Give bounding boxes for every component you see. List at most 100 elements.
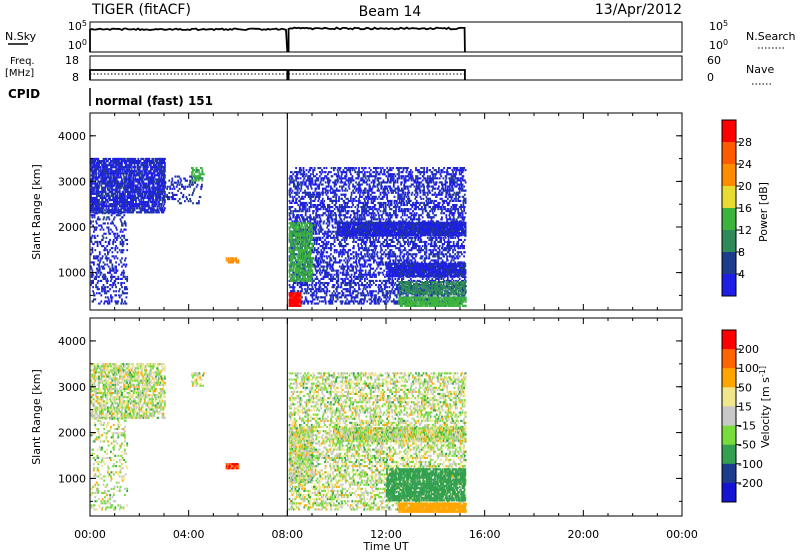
heatmap-cell bbox=[106, 203, 108, 205]
heatmap-cell bbox=[164, 201, 166, 203]
nave-label: Nave bbox=[746, 63, 774, 76]
heatmap-cell bbox=[92, 168, 94, 170]
heatmap-cell bbox=[95, 172, 97, 174]
heatmap-cell bbox=[98, 187, 100, 189]
heatmap-cell bbox=[163, 211, 165, 213]
heatmap-cell bbox=[110, 162, 112, 164]
heatmap-cell bbox=[146, 168, 148, 170]
heatmap-cell bbox=[143, 174, 145, 176]
heatmap-cell bbox=[162, 207, 164, 209]
heatmap-cell bbox=[92, 178, 94, 180]
heatmap-cell bbox=[106, 178, 108, 180]
heatmap-cell bbox=[102, 209, 104, 211]
heatmap-cell bbox=[123, 174, 125, 176]
heatmap-cell bbox=[155, 164, 157, 166]
heatmap-cell bbox=[102, 255, 104, 257]
heatmap-cell bbox=[153, 211, 155, 213]
heatmap-cell bbox=[107, 222, 109, 224]
heatmap-cell bbox=[105, 233, 107, 235]
heatmap-cell bbox=[162, 193, 164, 195]
heatmap-cell bbox=[164, 199, 166, 201]
heatmap-cell bbox=[99, 270, 101, 272]
heatmap-cell bbox=[163, 197, 165, 199]
rti-plot: TIGER (fitACF) Beam 14 13/Apr/2012 N.Sky… bbox=[0, 0, 800, 554]
heatmap-cell bbox=[124, 195, 126, 197]
heatmap-cell bbox=[156, 203, 158, 205]
heatmap-cell bbox=[140, 185, 142, 187]
heatmap-cell bbox=[132, 211, 134, 213]
nsky-frame bbox=[90, 22, 682, 52]
heatmap-cell bbox=[107, 201, 109, 203]
heatmap-cell bbox=[155, 201, 157, 203]
heatmap-cell bbox=[138, 199, 140, 201]
heatmap-cell bbox=[98, 164, 100, 166]
nsearch-label: N.Search bbox=[746, 30, 796, 43]
date-title: 13/Apr/2012 bbox=[595, 2, 682, 18]
heatmap-cell bbox=[116, 205, 118, 207]
heatmap-cell bbox=[106, 207, 108, 209]
heatmap-cell bbox=[140, 199, 142, 201]
heatmap-cell bbox=[112, 195, 114, 197]
heatmap-cell bbox=[92, 225, 94, 227]
heatmap-cell bbox=[97, 212, 99, 214]
heatmap-cell bbox=[101, 290, 103, 292]
heatmap-cell bbox=[106, 300, 108, 302]
heatmap-cell bbox=[134, 207, 136, 209]
heatmap-cell bbox=[103, 266, 105, 268]
heatmap-cell bbox=[131, 174, 133, 176]
heatmap-cell bbox=[106, 282, 108, 284]
heatmap-cell bbox=[160, 195, 162, 197]
heatmap-cell bbox=[143, 199, 145, 201]
heatmap-cell bbox=[153, 185, 155, 187]
heatmap-cell bbox=[126, 174, 128, 176]
heatmap-cell bbox=[100, 241, 102, 243]
heatmap-cell bbox=[91, 268, 93, 270]
heatmap-cell bbox=[105, 191, 107, 193]
heatmap-cell bbox=[103, 218, 105, 220]
heatmap-cell bbox=[94, 249, 96, 251]
heatmap-cell bbox=[106, 237, 108, 239]
heatmap-cell bbox=[148, 201, 150, 203]
heatmap-cell bbox=[144, 197, 146, 199]
heatmap-cell bbox=[95, 278, 97, 280]
heatmap-cell bbox=[112, 191, 114, 193]
heatmap-cell bbox=[117, 181, 119, 183]
heatmap-cell bbox=[163, 189, 165, 191]
heatmap-cell bbox=[103, 160, 105, 162]
heatmap-cell bbox=[107, 296, 109, 298]
heatmap-cell bbox=[106, 245, 108, 247]
heatmap-cell bbox=[164, 158, 166, 160]
heatmap-cell bbox=[132, 176, 134, 178]
heatmap-cell bbox=[136, 170, 138, 172]
heatmap-cell bbox=[94, 189, 96, 191]
heatmap-cell bbox=[92, 282, 94, 284]
heatmap-cell bbox=[139, 162, 141, 164]
heatmap-cell bbox=[106, 249, 108, 251]
heatmap-cell bbox=[134, 195, 136, 197]
heatmap-cell bbox=[129, 168, 131, 170]
heatmap-cell bbox=[98, 266, 100, 268]
cpid-value: normal (fast) 151 bbox=[95, 94, 213, 108]
heatmap-cell bbox=[110, 174, 112, 176]
heatmap-cell bbox=[100, 274, 102, 276]
heatmap-cell bbox=[124, 193, 126, 195]
heatmap-cell bbox=[137, 207, 139, 209]
heatmap-cell bbox=[97, 280, 99, 282]
heatmap-cell bbox=[154, 181, 156, 183]
heatmap-cell bbox=[92, 235, 94, 237]
heatmap-cell bbox=[143, 176, 145, 178]
heatmap-cell bbox=[108, 290, 110, 292]
heatmap-cell bbox=[135, 201, 137, 203]
heatmap-cell bbox=[106, 264, 108, 266]
heatmap-cell bbox=[153, 195, 155, 197]
heatmap-cell bbox=[124, 158, 126, 160]
heatmap-cell bbox=[164, 168, 166, 170]
heatmap-cell bbox=[104, 222, 106, 224]
heatmap-cell bbox=[97, 243, 99, 245]
heatmap-cell bbox=[157, 160, 159, 162]
freq-tick-low: 8 bbox=[72, 71, 79, 84]
heatmap-cell bbox=[154, 191, 156, 193]
heatmap-cell bbox=[98, 201, 100, 203]
heatmap-cell bbox=[164, 170, 166, 172]
heatmap-cell bbox=[108, 174, 110, 176]
